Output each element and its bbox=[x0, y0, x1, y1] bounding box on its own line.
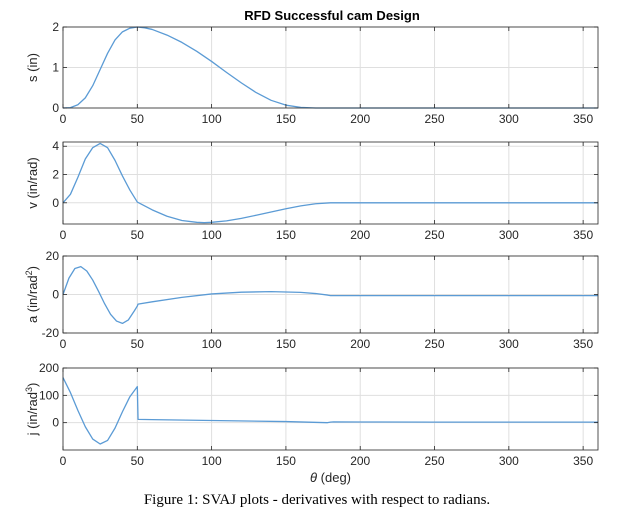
x-tick-label: 250 bbox=[425, 112, 445, 126]
x-tick-label: 250 bbox=[425, 228, 445, 242]
x-tick-label: 100 bbox=[202, 454, 222, 468]
x-tick-label: 350 bbox=[573, 337, 593, 351]
panel-1: 0 50 100 150 200 250 300 350 0 1 2 s (in) bbox=[25, 20, 599, 126]
y-tick-label: 0 bbox=[52, 288, 59, 302]
x-tick-label: 350 bbox=[573, 454, 593, 468]
y-axis-label: a (in/rad2) bbox=[24, 266, 40, 323]
plot-area bbox=[63, 142, 598, 224]
x-tick-label: 50 bbox=[131, 228, 145, 242]
y-tick-label: 2 bbox=[52, 20, 59, 34]
x-tick-label: 350 bbox=[573, 228, 593, 242]
panel-4: 0 50 100 150 200 250 300 350 0 100 200 j (in/rad3) θ… bbox=[24, 361, 599, 485]
x-tick-label: 300 bbox=[499, 228, 519, 242]
y-tick-label: 200 bbox=[39, 361, 59, 375]
x-tick-label: 350 bbox=[573, 112, 593, 126]
x-tick-label: 150 bbox=[276, 454, 296, 468]
x-tick-label: 150 bbox=[276, 112, 296, 126]
x-tick-label: 50 bbox=[131, 337, 145, 351]
y-tick-label: 0 bbox=[52, 196, 59, 210]
y-axis-label: v (in/rad) bbox=[25, 157, 40, 208]
y-tick-label: 2 bbox=[52, 168, 59, 182]
x-tick-label: 150 bbox=[276, 337, 296, 351]
x-axis-label: θ (deg) bbox=[310, 470, 351, 485]
y-tick-label: 20 bbox=[46, 249, 60, 263]
axes-box bbox=[62, 141, 599, 225]
y-tick-label: 1 bbox=[52, 61, 59, 75]
y-axis-label: s (in) bbox=[25, 53, 40, 82]
y-axis-label: j (in/rad3) bbox=[24, 383, 40, 437]
x-tick-label: 50 bbox=[131, 112, 145, 126]
panel-2: 0 50 100 150 200 250 300 350 0 2 4 v (in/rad) bbox=[25, 139, 599, 242]
y-tick-label: -20 bbox=[42, 326, 60, 340]
x-tick-label: 300 bbox=[499, 337, 519, 351]
plot-area bbox=[63, 368, 598, 450]
x-tick-label: 200 bbox=[350, 112, 370, 126]
y-tick-label: 100 bbox=[39, 388, 59, 402]
x-tick-label: 100 bbox=[202, 228, 222, 242]
x-tick-label: 250 bbox=[425, 337, 445, 351]
x-tick-label: 200 bbox=[350, 228, 370, 242]
y-tick-label: 4 bbox=[52, 139, 59, 153]
axes-box bbox=[62, 367, 599, 451]
x-tick-label: 300 bbox=[499, 112, 519, 126]
figure-title: RFD Successful cam Design bbox=[244, 8, 420, 23]
x-tick-label: 0 bbox=[60, 112, 67, 126]
x-tick-label: 300 bbox=[499, 454, 519, 468]
x-tick-label: 0 bbox=[60, 454, 67, 468]
x-tick-label: 100 bbox=[202, 112, 222, 126]
y-tick-label: 0 bbox=[52, 101, 59, 115]
x-tick-label: 250 bbox=[425, 454, 445, 468]
x-tick-label: 150 bbox=[276, 228, 296, 242]
x-tick-label: 200 bbox=[350, 454, 370, 468]
x-tick-label: 200 bbox=[350, 337, 370, 351]
x-tick-label: 0 bbox=[60, 337, 67, 351]
x-tick-label: 0 bbox=[60, 228, 67, 242]
x-tick-label: 50 bbox=[131, 454, 145, 468]
series-line-1 bbox=[62, 377, 598, 445]
figure-caption: Figure 1: SVAJ plots - derivatives with … bbox=[143, 492, 491, 508]
x-tick-label: 100 bbox=[202, 337, 222, 351]
series-line-1 bbox=[62, 265, 598, 325]
series-line-1 bbox=[62, 142, 598, 224]
y-tick-label: 0 bbox=[52, 416, 59, 430]
